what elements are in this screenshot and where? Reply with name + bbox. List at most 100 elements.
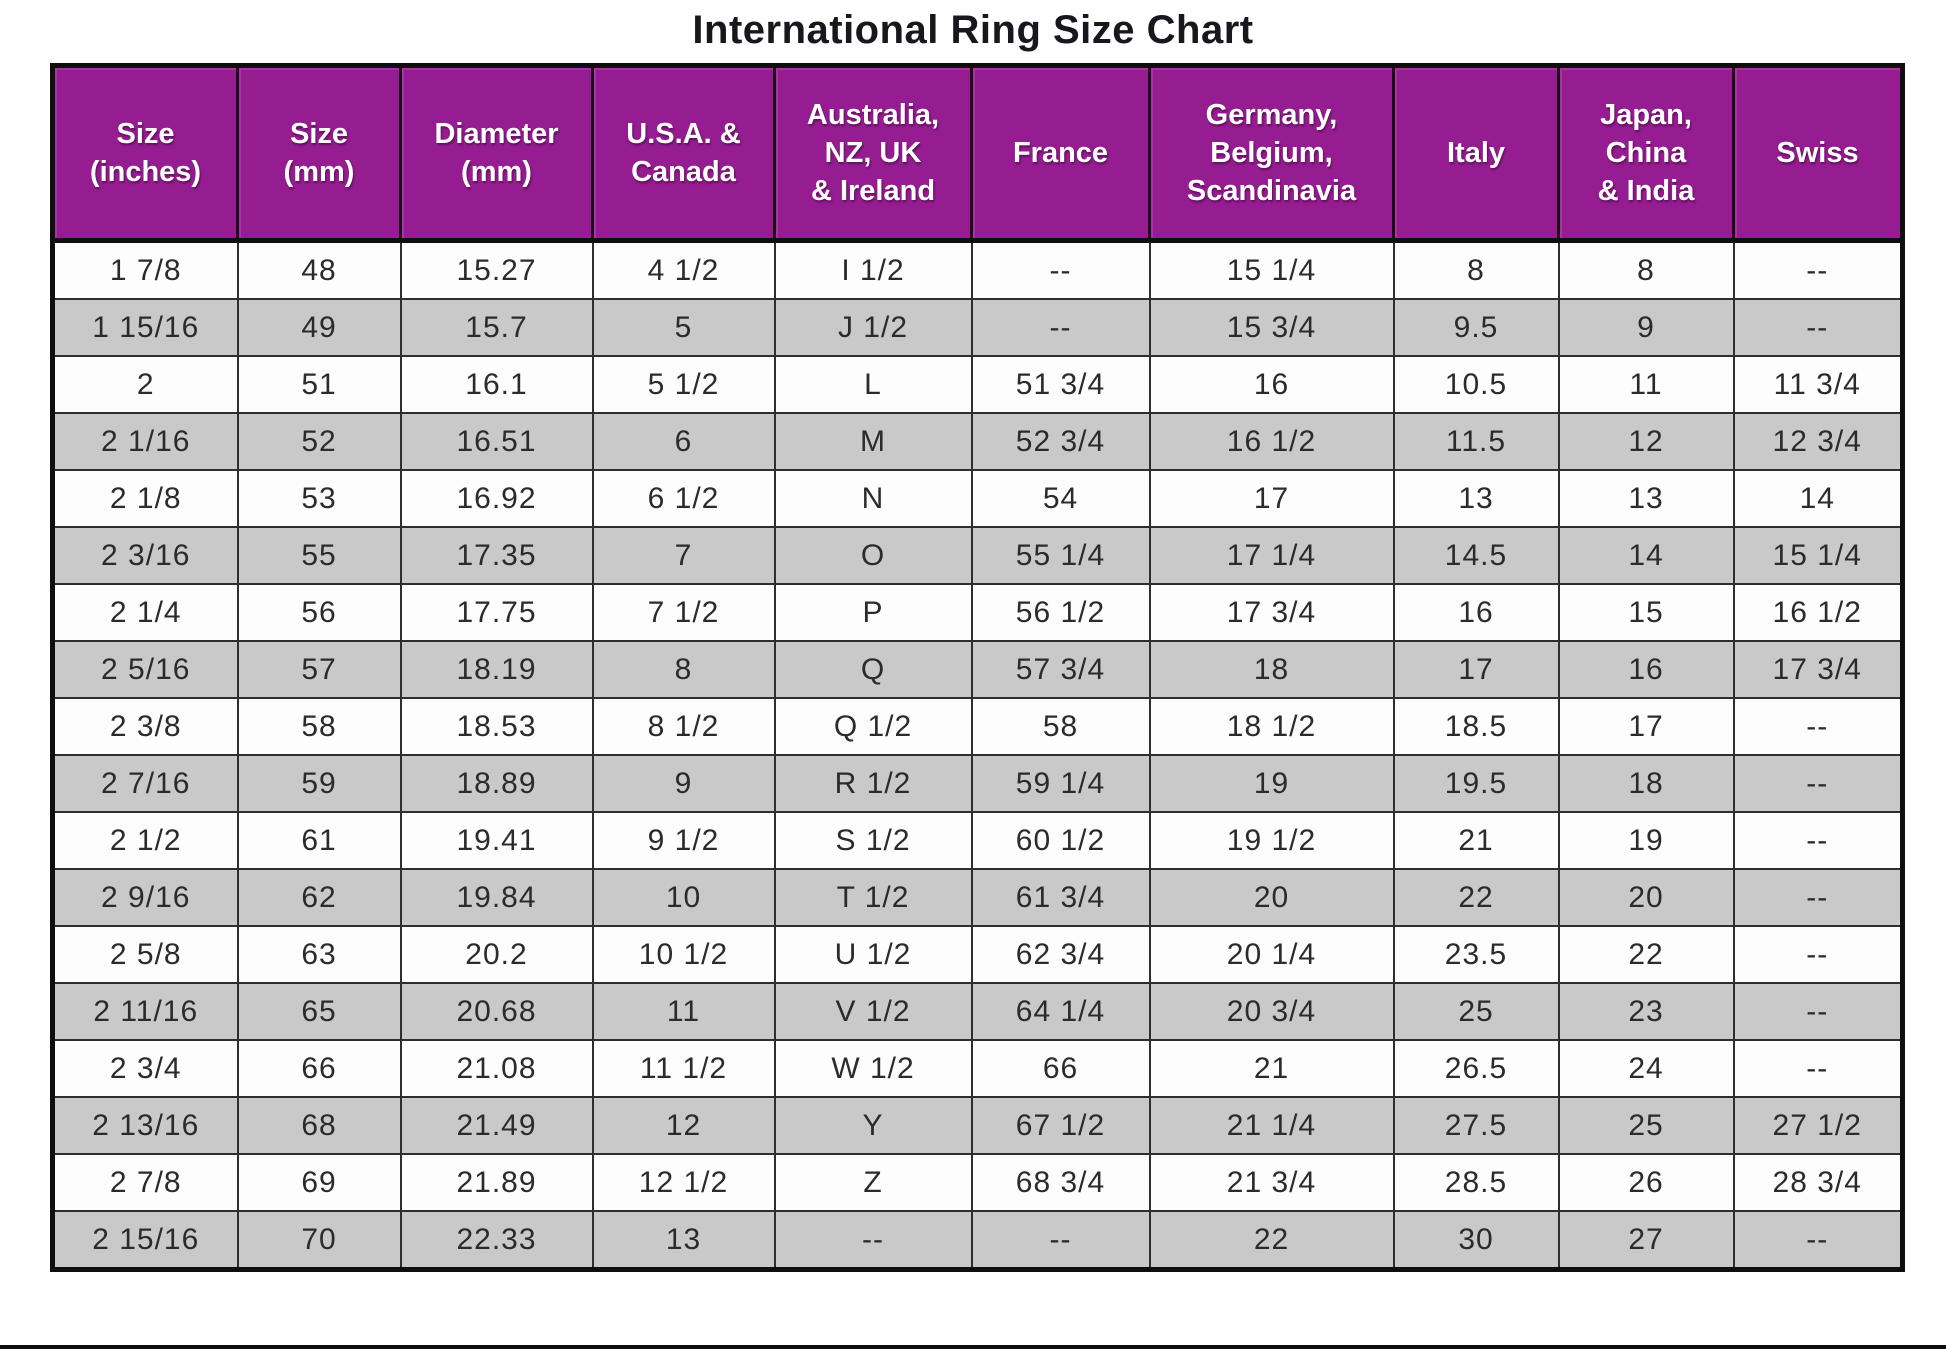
table-row: 2 1/16 52 16.51 6 M 52 3/4 16 1/2 11.5 12 12 3/4 xyxy=(51,412,1904,471)
table-cell: 26 xyxy=(1557,1153,1735,1212)
table-cell: 18 1/2 xyxy=(1148,697,1395,756)
table-cell: 2 11/16 xyxy=(51,982,239,1041)
column-header: France xyxy=(970,64,1151,243)
table-cell: I 1/2 xyxy=(773,239,973,300)
table-cell: 1 7/8 xyxy=(51,239,239,300)
table-cell: 64 1/4 xyxy=(970,982,1151,1041)
table-cell: 18 xyxy=(1148,640,1395,699)
table-row: 2 9/16 62 19.84 10 T 1/2 61 3/4 20 22 20 -- xyxy=(51,868,1904,927)
table-cell: 19 1/2 xyxy=(1148,811,1395,870)
table-cell: 22 xyxy=(1148,1210,1395,1271)
table-cell: 11 xyxy=(1557,355,1735,414)
header-row: Size (inches) Size (mm) Diameter (mm) U.S.A… xyxy=(51,64,1904,243)
table-row: 1 7/8 48 15.27 4 1/2 I 1/2 -- 15 1/4 8 8 -- xyxy=(51,239,1904,300)
table-cell: 21 xyxy=(1392,811,1560,870)
table-row: 1 15/16 49 15.7 5 J 1/2 -- 15 3/4 9.5 9 -- xyxy=(51,298,1904,357)
table-cell: 27 1/2 xyxy=(1732,1096,1904,1155)
table-cell: 51 3/4 xyxy=(970,355,1151,414)
table-cell: 12 1/2 xyxy=(591,1153,776,1212)
table-cell: 61 xyxy=(236,811,402,870)
table-cell: 9 xyxy=(591,754,776,813)
table-cell: 2 5/8 xyxy=(51,925,239,984)
table-cell: 18.19 xyxy=(399,640,594,699)
table-row: 2 5/8 63 20.2 10 1/2 U 1/2 62 3/4 20 1/4 23.5 22… xyxy=(51,925,1904,984)
table-cell: 63 xyxy=(236,925,402,984)
table-cell: T 1/2 xyxy=(773,868,973,927)
column-header: Swiss xyxy=(1732,64,1904,243)
table-cell: -- xyxy=(970,239,1151,300)
table-cell: 52 xyxy=(236,412,402,471)
table-cell: 20 1/4 xyxy=(1148,925,1395,984)
table-cell: 2 5/16 xyxy=(51,640,239,699)
table-cell: 8 xyxy=(591,640,776,699)
table-cell: Q xyxy=(773,640,973,699)
table-cell: 9.5 xyxy=(1392,298,1560,357)
table-cell: 65 xyxy=(236,982,402,1041)
table-cell: 25 xyxy=(1392,982,1560,1041)
table-cell: 21.08 xyxy=(399,1039,594,1098)
table-cell: 10 1/2 xyxy=(591,925,776,984)
table-cell: 15 1/4 xyxy=(1148,239,1395,300)
table-cell: 62 xyxy=(236,868,402,927)
table-cell: 67 1/2 xyxy=(970,1096,1151,1155)
column-header: Japan, China & India xyxy=(1557,64,1735,243)
table-cell: 19.84 xyxy=(399,868,594,927)
table-cell: 20 xyxy=(1148,868,1395,927)
table-cell: 15 xyxy=(1557,583,1735,642)
table-row: 2 51 16.1 5 1/2 L 51 3/4 16 10.5 11 11 3/4 xyxy=(51,355,1904,414)
table-cell: 8 xyxy=(1557,239,1735,300)
table-cell: 22 xyxy=(1392,868,1560,927)
table-cell: 11 3/4 xyxy=(1732,355,1904,414)
table-cell: 68 3/4 xyxy=(970,1153,1151,1212)
table-cell: 11 1/2 xyxy=(591,1039,776,1098)
table-cell: -- xyxy=(1732,868,1904,927)
column-header: U.S.A. & Canada xyxy=(591,64,776,243)
table-cell: 27.5 xyxy=(1392,1096,1560,1155)
table-cell: 59 1/4 xyxy=(970,754,1151,813)
table-cell: 23.5 xyxy=(1392,925,1560,984)
table-cell: 21 3/4 xyxy=(1148,1153,1395,1212)
table-cell: 15.7 xyxy=(399,298,594,357)
table-cell: Q 1/2 xyxy=(773,697,973,756)
table-cell: -- xyxy=(1732,239,1904,300)
table-cell: 16 xyxy=(1392,583,1560,642)
table-cell: 11.5 xyxy=(1392,412,1560,471)
table-row: 2 13/16 68 21.49 12 Y 67 1/2 21 1/4 27.5 25 27 1/… xyxy=(51,1096,1904,1155)
table-cell: 53 xyxy=(236,469,402,528)
bottom-bar xyxy=(0,1345,1946,1349)
table-cell: P xyxy=(773,583,973,642)
table-cell: 2 7/8 xyxy=(51,1153,239,1212)
table-cell: 12 xyxy=(591,1096,776,1155)
table-cell: 7 1/2 xyxy=(591,583,776,642)
table-row: 2 1/2 61 19.41 9 1/2 S 1/2 60 1/2 19 1/2 21 19 -- xyxy=(51,811,1904,870)
table-cell: 58 xyxy=(970,697,1151,756)
table-cell: 19.41 xyxy=(399,811,594,870)
table-cell: 8 1/2 xyxy=(591,697,776,756)
table-cell: -- xyxy=(773,1210,973,1271)
table-cell: 56 xyxy=(236,583,402,642)
table-cell: 17.75 xyxy=(399,583,594,642)
table-cell: 52 3/4 xyxy=(970,412,1151,471)
table-cell: 2 1/16 xyxy=(51,412,239,471)
table-cell: 18.89 xyxy=(399,754,594,813)
table-cell: 57 xyxy=(236,640,402,699)
table-cell: 22.33 xyxy=(399,1210,594,1271)
table-row: 2 1/4 56 17.75 7 1/2 P 56 1/2 17 3/4 16 15 16 1/2 xyxy=(51,583,1904,642)
table-cell: -- xyxy=(970,298,1151,357)
table-cell: 17.35 xyxy=(399,526,594,585)
table-cell: 57 3/4 xyxy=(970,640,1151,699)
table-cell: 10.5 xyxy=(1392,355,1560,414)
table-cell: 70 xyxy=(236,1210,402,1271)
table-cell: 2 1/2 xyxy=(51,811,239,870)
table-row: 2 1/8 53 16.92 6 1/2 N 54 17 13 13 14 xyxy=(51,469,1904,528)
table-cell: 10 xyxy=(591,868,776,927)
table-cell: 25 xyxy=(1557,1096,1735,1155)
table-cell: 5 xyxy=(591,298,776,357)
ring-size-table: Size (inches) Size (mm) Diameter (mm) U.S.A… xyxy=(50,63,1905,1272)
table-cell: 26.5 xyxy=(1392,1039,1560,1098)
table-cell: 2 3/16 xyxy=(51,526,239,585)
table-cell: 19 xyxy=(1148,754,1395,813)
table-cell: 2 7/16 xyxy=(51,754,239,813)
table-cell: 21 xyxy=(1148,1039,1395,1098)
table-cell: 9 1/2 xyxy=(591,811,776,870)
